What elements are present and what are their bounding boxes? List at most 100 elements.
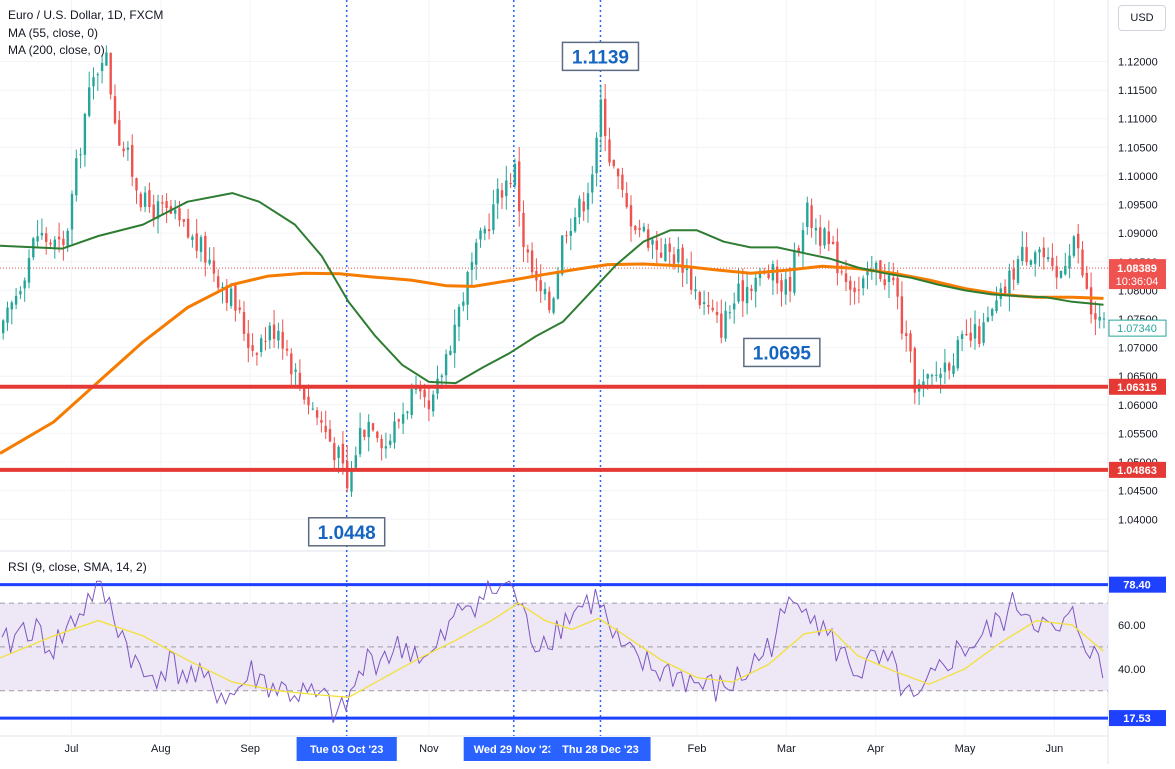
candle-body (724, 310, 727, 339)
candle-body (483, 228, 486, 234)
candle-body (750, 288, 753, 292)
candle-body (784, 279, 787, 295)
price-tick-label: 1.09000 (1118, 228, 1158, 240)
candle-body (182, 219, 185, 222)
candle-body (307, 396, 310, 406)
ma200-line (0, 262, 1104, 455)
time-tick-label: Sep (240, 743, 260, 755)
candle-body (14, 295, 18, 305)
candle-body (539, 280, 542, 292)
candle-body (500, 190, 504, 198)
price-annotation-box (743, 337, 821, 368)
rsi-line (1, 579, 1104, 723)
candle-body (698, 292, 701, 306)
candle-body (195, 233, 198, 251)
candle-body (492, 204, 495, 231)
time-tick-label: May (955, 743, 976, 755)
price-tick-label: 1.10500 (1118, 142, 1158, 154)
candle-body (677, 248, 680, 263)
candle-body (681, 247, 684, 273)
candle-body (389, 440, 392, 445)
price-tick-label: 1.04500 (1118, 486, 1158, 498)
candle-body (505, 180, 508, 197)
candle-body (208, 259, 211, 264)
candle-body (178, 208, 181, 221)
candle-body (819, 227, 822, 246)
candle-body (470, 262, 474, 270)
candle-body (900, 296, 904, 334)
candle-body (935, 374, 938, 376)
price-tick-label: 1.12000 (1118, 56, 1158, 68)
candle-body (754, 277, 757, 292)
current-price-tag (1109, 259, 1166, 290)
candle-body (1021, 246, 1024, 262)
candle-body (1042, 247, 1045, 258)
candle-body (1046, 257, 1050, 260)
candle-body (496, 188, 499, 204)
candle-body (358, 428, 362, 455)
support-price-tag (1109, 378, 1166, 395)
candle-body (475, 242, 478, 265)
candle-body (728, 312, 732, 314)
time-tick-label: Feb (687, 743, 706, 755)
candle-body (638, 227, 641, 230)
time-tick-label: Aug (151, 743, 171, 755)
candle-body (879, 260, 882, 279)
time-tick-label: Nov (419, 743, 439, 755)
candle-body (823, 228, 826, 246)
candle-body (948, 363, 951, 371)
candle-body (913, 348, 916, 393)
candle-body (337, 446, 340, 458)
ma55-line (0, 192, 1104, 385)
candle-body (1008, 270, 1011, 296)
candle-body (397, 419, 400, 422)
candle-body (543, 288, 547, 295)
candle-body (105, 52, 108, 66)
candle-body (75, 158, 78, 196)
candle-body (1068, 255, 1071, 269)
candle-body (565, 235, 568, 237)
price-annotation-box (561, 41, 640, 72)
candle-body (986, 317, 990, 322)
candle-body (122, 148, 125, 152)
legend-ma55[interactable]: MA (55, close, 0) (8, 26, 99, 40)
legend-rsi[interactable]: RSI (9, close, SMA, 14, 2) (8, 560, 147, 574)
candle-body (225, 285, 228, 303)
candle-body (449, 350, 452, 355)
candle-body (221, 286, 224, 288)
candle-body (131, 144, 134, 177)
candle-body (849, 280, 852, 290)
candle-body (1098, 316, 1101, 321)
support-price-label: 1.06315 (1117, 382, 1157, 394)
rsi-ma-line (0, 602, 1104, 698)
candle-body (991, 309, 994, 316)
candle-body (393, 421, 396, 443)
highlight-date-tag (463, 737, 564, 761)
candle-body (376, 431, 379, 438)
candle-body (6, 307, 9, 323)
candle-body (814, 227, 818, 231)
candle-body (995, 300, 998, 312)
candle-body (315, 410, 319, 418)
candle-body (702, 302, 706, 304)
candle-body (767, 273, 770, 279)
candle-body (1089, 287, 1093, 315)
price-tick-label: 1.11000 (1118, 114, 1157, 126)
candle-body (100, 62, 104, 72)
candle-body (978, 326, 981, 344)
candle-body (612, 160, 615, 167)
candle-body (844, 273, 848, 283)
candle-body (982, 322, 985, 343)
candle-body (634, 226, 637, 231)
currency-selector[interactable]: USD (1118, 5, 1166, 31)
candle-body (324, 425, 327, 433)
candle-body (862, 278, 865, 289)
candle-body (487, 229, 491, 232)
legend-ma200[interactable]: MA (200, close, 0) (8, 43, 105, 57)
candle-body (801, 230, 805, 254)
legend-symbol[interactable]: Euro / U.S. Dollar, 1D, FXCM (8, 8, 164, 22)
candle-body (1025, 247, 1028, 263)
candle-body (88, 87, 91, 116)
candle-body (960, 334, 964, 340)
candle-body (139, 193, 142, 208)
